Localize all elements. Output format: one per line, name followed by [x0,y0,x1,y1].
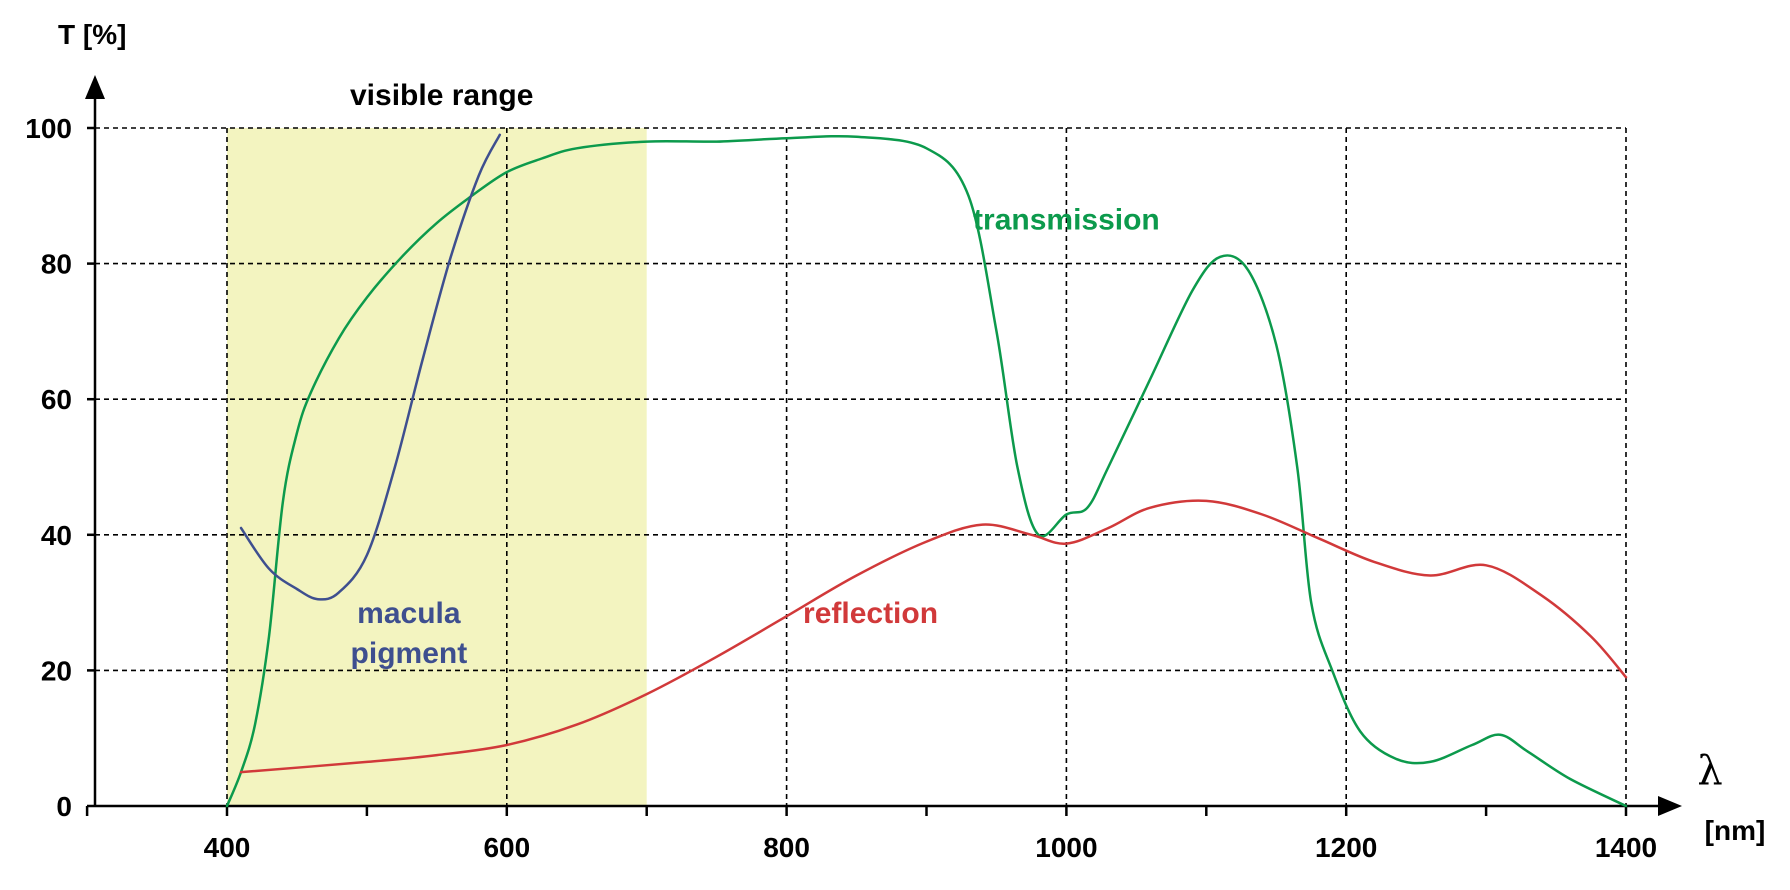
series-label-reflection: reflection [803,597,938,630]
y-tick-label: 80 [41,249,72,280]
series-label-macula-pigment: pigment [351,637,468,670]
x-tick-label: 400 [204,832,251,863]
visible-range-label: visible range [350,79,533,112]
y-tick-label: 60 [41,384,72,415]
y-tick-label: 40 [41,520,72,551]
x-tick-label: 1200 [1315,832,1377,863]
series-line-transmission [225,134,1628,808]
series-label-transmission: transmission [973,204,1160,237]
x-axis-unit: [nm] [1705,815,1766,846]
x-axis-arrow [1658,796,1682,816]
y-tick-label: 100 [25,113,72,144]
x-tick-label: 1400 [1595,832,1657,863]
y-axis-title: T [%] [58,19,126,50]
visible-range-band [227,128,647,806]
y-tick-label: 20 [41,655,72,686]
x-tick-label: 1000 [1035,832,1097,863]
x-tick-label: 800 [763,832,810,863]
y-tick-label: 0 [56,791,72,822]
series-line-reflection [239,499,1628,774]
x-axis-lambda: λ [1697,748,1722,794]
series-line-macula-pigment [239,133,502,601]
series-label-macula-pigment: macula [357,597,461,630]
x-tick-label: 600 [483,832,530,863]
y-axis-arrow [85,75,105,99]
